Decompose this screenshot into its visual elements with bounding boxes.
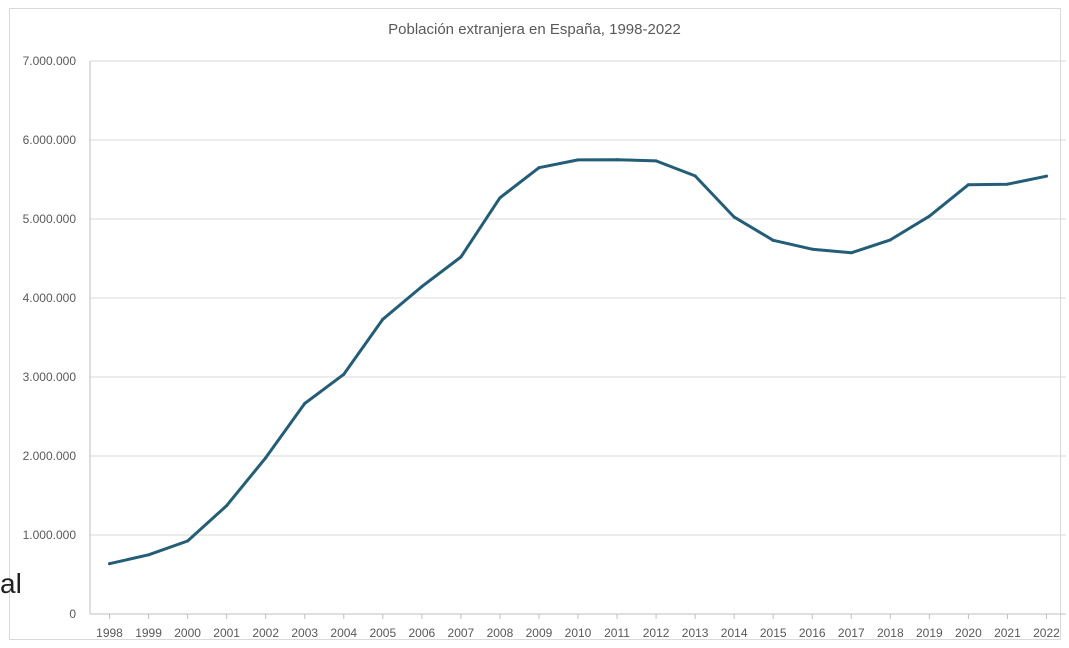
x-tick-label: 2005: [369, 626, 396, 640]
gridlines: [90, 60, 1066, 536]
x-tick-label: 1998: [96, 626, 123, 640]
x-tick-label: 2020: [955, 626, 982, 640]
y-tick-label: 7.000.000: [23, 54, 77, 68]
chart-title: Población extranjera en España, 1998-202…: [388, 21, 681, 38]
x-tick-label: 2000: [174, 626, 201, 640]
x-tick-label: 2017: [838, 626, 865, 640]
data-point: [303, 402, 307, 406]
y-tick-label: 5.000.000: [23, 212, 77, 226]
cropped-text-fragment: al: [0, 568, 22, 599]
data-point: [810, 247, 814, 251]
x-tick-label: 2006: [408, 626, 435, 640]
x-tick-label: 2013: [682, 626, 709, 640]
data-point: [849, 251, 853, 255]
x-tick-label: 2003: [291, 626, 318, 640]
data-point: [693, 174, 697, 178]
x-tick-label: 2004: [330, 626, 357, 640]
axes: [89, 61, 1066, 619]
data-point: [225, 504, 229, 508]
x-tick-label: 2001: [213, 626, 240, 640]
x-tick-label: 1999: [135, 626, 162, 640]
data-point: [342, 372, 346, 376]
y-tick-label: 3.000.000: [23, 370, 77, 384]
data-point: [1005, 182, 1009, 186]
data-point: [888, 238, 892, 242]
data-point: [927, 214, 931, 218]
x-tick-label: 2002: [252, 626, 279, 640]
data-point: [732, 215, 736, 219]
data-point: [459, 255, 463, 259]
data-point: [108, 562, 112, 566]
data-point: [264, 456, 268, 460]
y-tick-label: 1.000.000: [23, 528, 77, 542]
x-axis-tick-labels: 1998 1999 2000 2001 2002 2003 2004 2005 2006 2007…: [96, 626, 1060, 640]
x-tick-label: 2008: [487, 626, 514, 640]
x-tick-label: 2019: [916, 626, 943, 640]
x-tick-label: 2015: [760, 626, 787, 640]
y-tick-label: 2.000.000: [23, 449, 77, 463]
y-tick-label: 6.000.000: [23, 133, 77, 147]
x-tick-label: 2022: [1033, 626, 1060, 640]
x-tick-label: 2018: [877, 626, 904, 640]
data-point: [966, 183, 970, 187]
x-tick-label: 2014: [721, 626, 748, 640]
data-point: [186, 539, 190, 543]
data-point: [147, 553, 151, 557]
data-point: [498, 196, 502, 200]
data-point: [615, 158, 619, 162]
x-tick-label: 2021: [994, 626, 1021, 640]
x-tick-label: 2012: [643, 626, 670, 640]
y-tick-label: 0: [69, 607, 76, 621]
y-axis-tick-labels: 0 1.000.000 2.000.000 3.000.000 4.000.000 5.0…: [23, 54, 77, 621]
data-point: [1044, 174, 1048, 178]
data-point: [537, 166, 541, 170]
x-tick-label: 2016: [799, 626, 826, 640]
series-layer: [108, 158, 1048, 566]
x-tick-label: 2009: [526, 626, 553, 640]
data-point: [771, 238, 775, 242]
y-tick-label: 4.000.000: [23, 291, 77, 305]
data-point: [381, 317, 385, 321]
x-tick-label: 2007: [448, 626, 475, 640]
x-tick-label: 2010: [565, 626, 592, 640]
data-point: [420, 285, 424, 289]
data-point: [576, 158, 580, 162]
data-point: [654, 159, 658, 163]
x-tick-label: 2011: [604, 626, 630, 640]
series-line: [108, 158, 1048, 566]
